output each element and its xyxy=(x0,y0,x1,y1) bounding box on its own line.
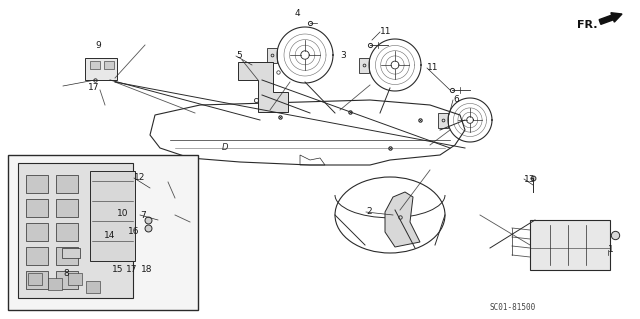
Bar xyxy=(18,163,133,298)
FancyArrow shape xyxy=(599,13,622,24)
Bar xyxy=(26,223,48,241)
Text: 11: 11 xyxy=(380,27,392,36)
Text: 7: 7 xyxy=(140,211,146,219)
Bar xyxy=(56,223,78,241)
Bar xyxy=(56,199,78,217)
Bar xyxy=(86,281,100,293)
Bar xyxy=(267,48,277,63)
Bar xyxy=(26,175,48,193)
Polygon shape xyxy=(385,192,420,247)
Text: 16: 16 xyxy=(128,227,140,236)
Text: 12: 12 xyxy=(134,174,145,182)
Bar xyxy=(104,61,114,69)
Text: FR.: FR. xyxy=(577,20,598,30)
Bar xyxy=(48,278,62,290)
Bar xyxy=(26,199,48,217)
Text: 14: 14 xyxy=(104,231,115,240)
Bar xyxy=(90,61,100,69)
Text: 6: 6 xyxy=(453,95,459,105)
Text: 15: 15 xyxy=(112,265,124,275)
Polygon shape xyxy=(238,62,288,112)
Text: 4: 4 xyxy=(295,10,301,19)
Text: SC01-81500: SC01-81500 xyxy=(490,303,536,313)
Bar xyxy=(26,247,48,265)
Bar xyxy=(359,57,369,72)
Text: 2: 2 xyxy=(366,207,372,217)
Bar xyxy=(85,58,117,80)
Bar xyxy=(530,220,610,270)
Text: 10: 10 xyxy=(117,209,129,218)
Text: 3: 3 xyxy=(340,51,346,61)
Bar xyxy=(26,271,48,289)
Text: 13: 13 xyxy=(524,174,536,183)
Bar xyxy=(28,273,42,285)
Text: 5: 5 xyxy=(236,51,242,61)
Text: 18: 18 xyxy=(141,265,152,275)
Bar xyxy=(90,171,135,261)
Bar xyxy=(68,273,82,285)
Bar xyxy=(438,113,448,128)
Text: 17: 17 xyxy=(126,265,138,275)
Text: 8: 8 xyxy=(63,269,68,278)
Bar xyxy=(56,175,78,193)
Bar xyxy=(62,248,80,258)
Bar xyxy=(56,271,78,289)
Text: D: D xyxy=(221,144,228,152)
Text: 11: 11 xyxy=(427,63,438,72)
Text: 1: 1 xyxy=(608,246,614,255)
Text: 9: 9 xyxy=(95,41,100,50)
Bar xyxy=(56,247,78,265)
Bar xyxy=(8,155,198,310)
Text: 17: 17 xyxy=(88,84,99,93)
